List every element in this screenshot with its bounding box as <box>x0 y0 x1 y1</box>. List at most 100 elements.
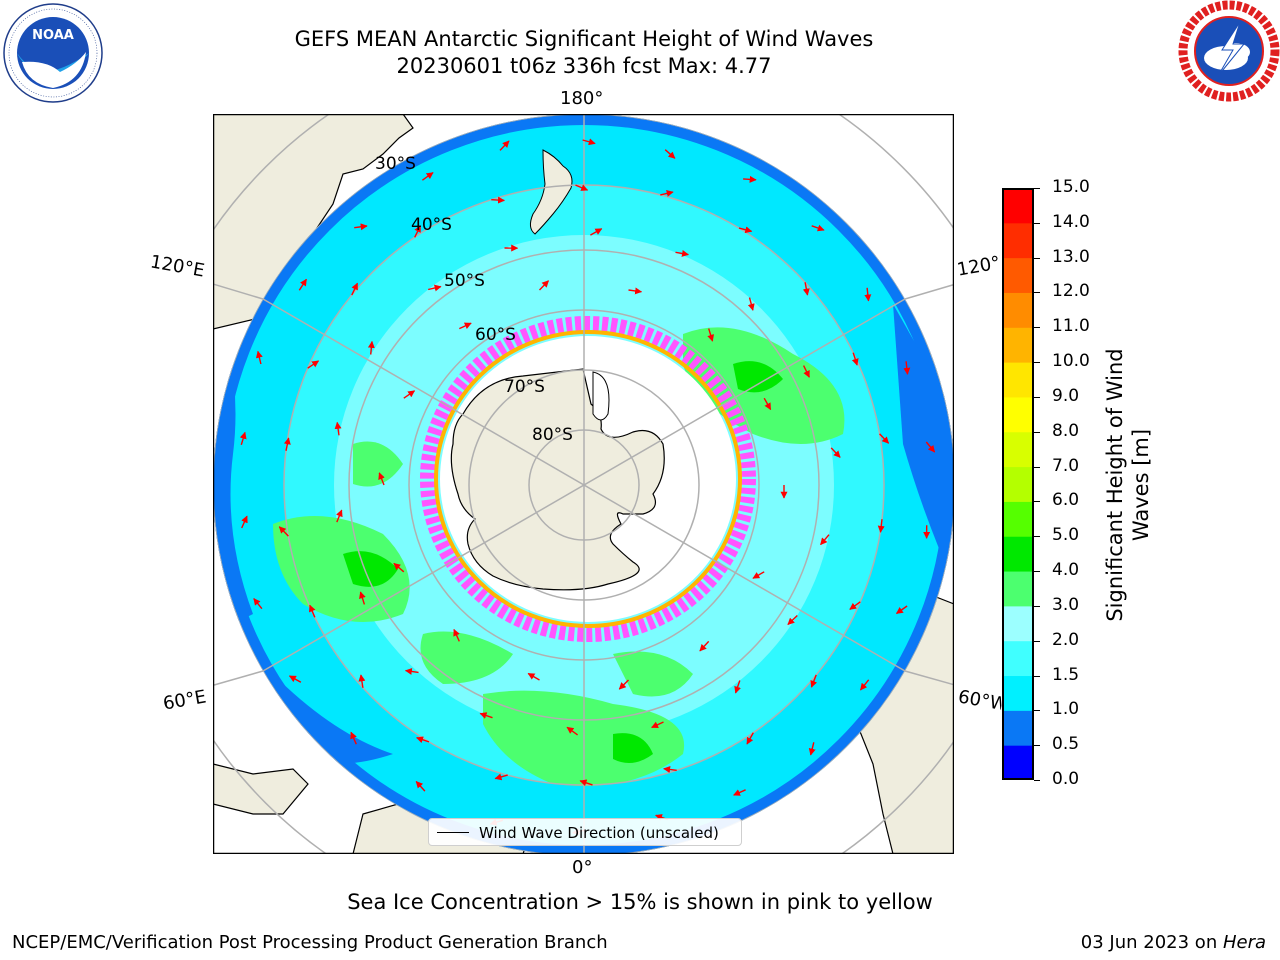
wave-direction-arrow <box>877 519 885 533</box>
lat-label-80s: 80°S <box>532 425 573 445</box>
colorbar-tick <box>1034 605 1040 607</box>
wave-direction-arrow <box>359 591 366 605</box>
wave-direction-arrow <box>830 447 841 458</box>
wave-direction-arrow <box>414 225 422 238</box>
colorbar-segment <box>1002 222 1034 259</box>
footer-left: NCEP/EMC/Verification Post Processing Pr… <box>12 932 608 953</box>
lat-label-70s: 70°S <box>504 377 545 397</box>
wave-direction-arrow <box>491 196 505 204</box>
colorbar-tick <box>1034 640 1040 642</box>
wave-direction-arrow <box>808 742 816 756</box>
footer-date: 03 Jun 2023 on <box>1080 932 1223 953</box>
wave-direction-arrow <box>618 679 629 690</box>
wave-direction-arrow <box>354 223 368 231</box>
colorbar-tick-label: 1.0 <box>1052 699 1080 720</box>
colorbar-segment <box>1002 327 1034 363</box>
lon-label-60e: 60°E <box>161 686 208 715</box>
noaa-logo-icon: NOAA <box>3 3 103 103</box>
lon-label-120w: 120°W <box>955 252 1003 281</box>
wave-direction-arrow <box>660 189 674 197</box>
sea-ice-caption: Sea Ice Concentration > 15% is shown in … <box>347 890 933 914</box>
wave-direction-arrow <box>298 278 307 291</box>
wave-direction-arrow <box>575 184 589 191</box>
colorbar-tick <box>1034 257 1040 259</box>
wave-direction-arrow <box>459 322 472 330</box>
wave-direction-arrow <box>428 284 442 292</box>
wave-direction-arrow <box>663 766 677 773</box>
svg-text:NOAA: NOAA <box>32 28 74 43</box>
wave-direction-arrow <box>351 282 359 296</box>
wave-direction-arrow <box>255 350 263 365</box>
antarctica-land <box>450 368 665 591</box>
wave-direction-arrow <box>746 732 754 745</box>
colorbar-tick <box>1034 745 1040 747</box>
colorbar-tick-label: 9.0 <box>1052 385 1080 406</box>
colorbar-tick-label: 0.0 <box>1052 769 1080 789</box>
colorbar-tick-label: 5.0 <box>1052 525 1080 546</box>
colorbar-tick <box>1034 571 1040 573</box>
colorbar-tick-label: 2.0 <box>1052 629 1080 650</box>
wave-direction-arrow <box>651 721 664 729</box>
colorbar-tick-label: 1.5 <box>1052 664 1080 685</box>
colorbar-tick <box>1034 362 1040 364</box>
wave-direction-arrow <box>879 433 890 444</box>
colorbar-tick <box>1034 396 1040 398</box>
lon-label-60w: 60°W <box>956 686 1004 715</box>
wave-direction-arrow <box>734 680 741 694</box>
footer-right: 03 Jun 2023 on Hera <box>1081 932 1266 953</box>
wave-direction-arrow <box>393 562 405 573</box>
wave-direction-arrow <box>308 604 316 618</box>
wave-direction-arrow <box>707 328 715 342</box>
wave-direction-arrow <box>378 472 385 486</box>
colorbar-segment <box>1002 640 1034 677</box>
wave-direction-arrow <box>288 675 302 683</box>
colorbar-segment <box>1002 466 1034 502</box>
colorbar-segment <box>1002 710 1034 746</box>
wave-direction-arrow <box>747 297 755 311</box>
wave-direction-arrow <box>350 731 357 745</box>
lon-label-0: 0° <box>572 857 593 878</box>
wave-direction-arrow <box>566 726 579 736</box>
wave-direction-arrow <box>421 172 434 181</box>
colorbar-tick-label: 10.0 <box>1052 351 1090 372</box>
wave-direction-arrow <box>334 421 342 436</box>
map-canvas: 30°S 40°S 50°S 60°S 70°S 80°S <box>212 113 955 856</box>
wave-direction-arrow <box>802 282 810 296</box>
colorbar-tick <box>1034 222 1040 224</box>
wave-direction-arrow <box>675 250 689 257</box>
wave-direction-arrow <box>699 640 710 652</box>
wave-direction-arrow <box>925 441 936 453</box>
wave-direction-arrow <box>787 614 798 626</box>
wave-direction-arrow <box>864 287 872 302</box>
wave-direction-arrow <box>895 605 908 615</box>
colorbar-segment <box>1002 292 1034 328</box>
wave-direction-arrow <box>582 138 596 146</box>
colorbar-tick <box>1034 466 1040 468</box>
chart-subtitle: 20230601 t06z 336h fcst Max: 4.77 <box>396 54 772 78</box>
wave-direction-arrow <box>851 352 859 366</box>
colorbar-tick-label: 14.0 <box>1052 211 1090 232</box>
colorbar-segment <box>1002 188 1034 224</box>
colorbar-segment <box>1002 362 1034 398</box>
wave-direction-arrow <box>527 672 540 681</box>
colorbar-tick <box>1034 536 1040 538</box>
colorbar-tick-label: 13.0 <box>1052 246 1090 267</box>
wave-direction-arrow <box>479 712 493 719</box>
colorbar-tick-label: 11.0 <box>1052 316 1090 337</box>
wave-direction-arrow <box>453 628 460 642</box>
polar-map: 30°S 40°S 50°S 60°S 70°S 80°S <box>212 113 955 856</box>
lat-label-60s: 60°S <box>475 325 516 345</box>
colorbar-label: Significant Height of Wind Waves [m] <box>1103 348 1153 622</box>
colorbar-tick <box>1034 501 1040 503</box>
lon-label-120e: 120°E <box>148 251 207 282</box>
map-frame <box>212 113 955 855</box>
lon-label-180: 180° <box>560 88 604 109</box>
wave-direction-arrow <box>590 228 603 236</box>
colorbar-tick-label: 15.0 <box>1052 177 1090 197</box>
wave-direction-arrow <box>903 361 911 375</box>
wave-direction-arrow <box>859 679 870 691</box>
wave-direction-arrow <box>239 431 247 446</box>
wave-direction-arrow <box>743 175 757 183</box>
wave-direction-arrow <box>664 149 676 159</box>
wave-direction-arrow <box>307 360 320 369</box>
